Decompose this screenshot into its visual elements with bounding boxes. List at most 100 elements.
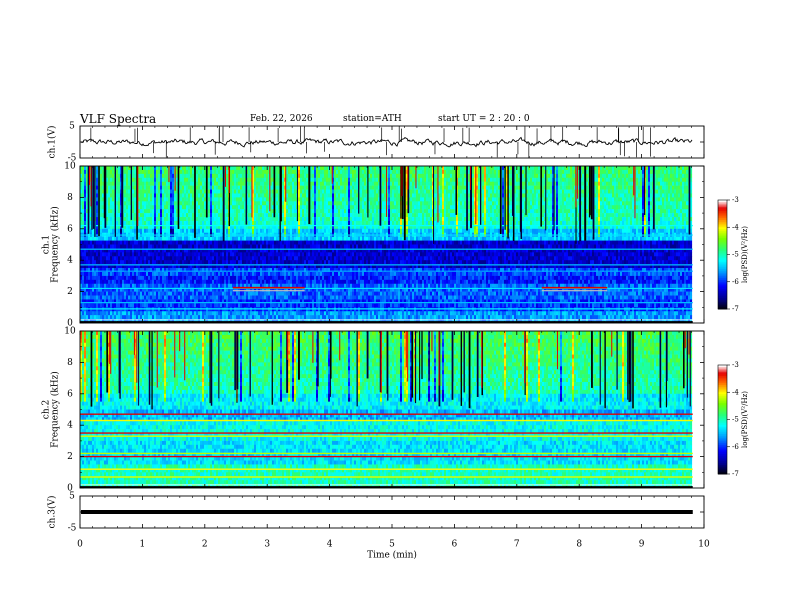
ch1-spectrogram-cell [82,185,85,190]
ch1-spectrogram-cell [290,291,293,296]
ch1-spectrogram-cell [318,252,321,257]
ch1-spectrogram-cell [82,193,85,198]
ch1-spectrogram-cell [108,197,111,202]
ch1-spectrogram-cell [148,209,151,214]
ch1-spectrogram-cell [222,283,225,288]
ch1-spectrogram-cell [184,299,187,304]
ch1-spectrogram-cell [272,256,275,261]
ch1-spectrogram-cell [128,256,131,261]
ch1-spectrogram-cell [318,311,321,316]
ch1-spectrogram-cell [152,185,155,190]
ch1-spectrogram-cell [208,279,211,285]
ch1-spectrogram-cell [258,193,261,198]
ch1-spectrogram-cell [216,201,219,206]
ch1-spectrogram-cell [170,193,173,198]
ch1-spectrogram-cell [288,217,291,222]
ch1-spectrogram-cell [164,220,167,226]
ch1-spectrogram-cell [268,311,271,316]
ch1-spectrogram-cell [312,213,315,218]
ch1-spectrogram-cell [246,252,249,257]
ch1-spectrogram-cell [314,201,317,206]
ch1-spectrogram-cell [266,197,269,202]
ch1-spectrogram-cell [142,201,145,206]
ch1-spectrogram-cell [214,228,217,234]
ch1-spectrogram-cell [92,244,95,249]
ch1-spectrogram-cell [192,275,195,281]
ch1-spectrogram-cell [154,248,157,253]
ch1-spectrogram-cell [294,220,297,226]
ch1-spectrogram-cell [214,279,217,285]
ch1-spectrogram-cell [296,311,299,316]
ch1-spectrogram-cell [102,260,105,265]
ch1-spectrogram-cell [190,240,193,245]
ch1-spectrogram-cell [162,260,165,265]
ch1-spectrogram-cell [266,181,269,186]
ch1-spectrogram-cell [310,220,313,226]
ch1-spectrogram-cell [318,201,321,206]
ch1-spectrogram-cell [146,240,149,245]
ch1-spectrogram-cell [266,185,269,190]
ch1-spectrogram-cell [192,291,195,296]
ch1-spectrogram-cell [124,248,127,253]
ch1-spectrogram-cell [156,248,159,253]
ch1-spectrogram-cell [192,260,195,265]
ch1-spectrogram-cell [318,315,321,320]
ch1-spectrogram-cell [110,252,113,257]
ch1-spectrogram-cell [298,311,301,316]
ch1-spectrogram-cell [102,275,105,281]
ch1-spectrogram-cell [282,201,285,206]
ch1-spectrogram-cell [166,209,169,214]
ch1-spectrogram-cell [300,201,303,206]
ch1-spectrogram-cell [84,181,87,186]
ch1-spectrogram-cell [260,169,263,175]
ch1-spectrogram-cell [272,228,275,234]
ch1-spectrogram-cell [304,252,307,257]
ch1-spectrogram-cell [132,244,135,249]
ch1-spectrogram-cell [302,260,305,265]
ch1-spectrogram-cell [134,224,137,230]
ch1-spectrogram-cell [196,201,199,206]
ch1-spectrogram-cell [110,173,113,179]
ch1-spectrogram-cell [274,295,277,300]
ch1-spectrogram-cell [200,169,203,175]
ch1-spectrogram-cell [144,264,147,269]
ch1-spectrogram-cell [202,240,205,245]
ch1-spectrogram-cell [300,197,303,202]
ch1-spectrogram-cell [158,173,161,179]
ch1-spectrogram-cell [134,291,137,296]
ch1-spectrogram-cell [98,256,101,261]
ch1-spectrogram-cell [144,303,147,308]
ch1-spectrogram-cell [166,177,169,183]
ch1-spectrogram-cell [312,166,315,171]
ch1-spectrogram-cell [252,244,255,249]
ch1-spectrogram-cell [80,228,83,234]
ch1-spectrogram-cell [132,283,135,288]
ch1-spectrogram-cell [132,197,135,202]
ch1-spectrogram-cell [190,252,193,257]
ch1-spectrogram-cell [102,283,105,288]
ch1-spectrogram-cell [314,189,317,194]
ch1-spectrogram-cell [300,279,303,285]
ch1-spectrogram-cell [276,315,279,320]
ch1-spectrogram-cell [154,228,157,234]
ch1-spectrogram-cell [164,173,167,179]
ch1-spectrogram-cell [180,260,183,265]
ch1-spectrogram-cell [162,291,165,296]
ch1-spectrogram-cell [282,256,285,261]
ch1-spectrogram-cell [160,295,163,300]
ch1-spectrogram-cell [110,291,113,296]
ch1-spectrogram-cell [222,303,225,308]
ch1-spectrogram-cell [126,315,129,320]
ch1-spectrogram-cell [122,256,125,261]
ch1-spectrogram-cell [200,315,203,320]
ch1-spectrogram-cell [106,244,109,249]
ch1-spectrogram-cell [88,299,91,304]
ch1-spectrogram-cell [86,193,89,198]
ch1-spectrogram-cell [262,173,265,179]
ch1-spectrogram-cell [136,303,139,308]
ch1-spectrogram-cell [314,197,317,202]
ch1-spectrogram-cell [294,166,297,171]
ch1-spectrogram-cell [292,244,295,249]
ch1-spectrogram-cell [100,287,103,292]
ch1-spectrogram-cell [170,169,173,175]
